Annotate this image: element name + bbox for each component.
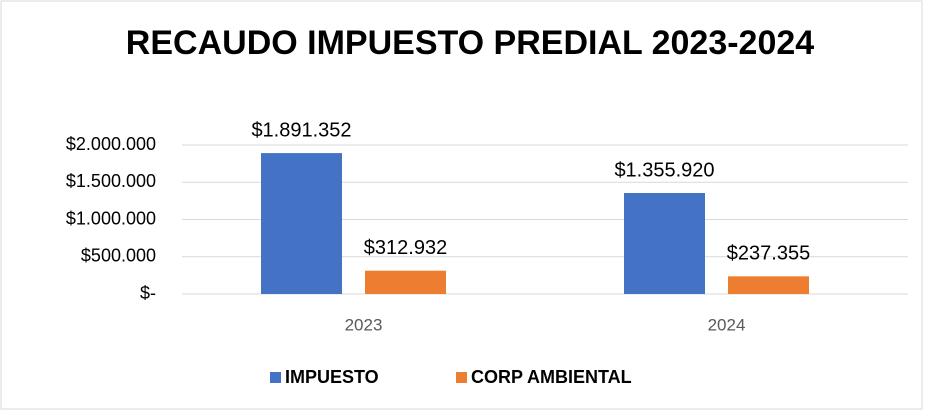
data-label: $237.355 <box>727 243 810 265</box>
x-tick-label: 2023 <box>345 315 383 334</box>
y-tick-label: $2.000.000 <box>66 134 156 154</box>
data-label: $1.355.920 <box>614 159 714 181</box>
legend-label: CORP AMBIENTAL <box>471 367 632 387</box>
bar <box>624 192 705 294</box>
legend-swatch <box>456 372 467 383</box>
y-tick-label: $- <box>140 283 156 303</box>
bar <box>261 153 342 294</box>
x-tick-label: 2024 <box>708 315 746 334</box>
y-tick-label: $1.500.000 <box>66 171 156 191</box>
bar <box>365 270 446 294</box>
legend-swatch <box>270 372 281 383</box>
bar <box>728 276 809 294</box>
y-tick-label: $500.000 <box>81 246 156 266</box>
chart-title: RECAUDO IMPUESTO PREDIAL 2023-2024 <box>125 24 815 62</box>
y-tick-label: $1.000.000 <box>66 208 156 228</box>
data-label: $1.891.352 <box>251 119 351 141</box>
legend-label: IMPUESTO <box>285 367 379 387</box>
data-label: $312.932 <box>364 237 447 259</box>
